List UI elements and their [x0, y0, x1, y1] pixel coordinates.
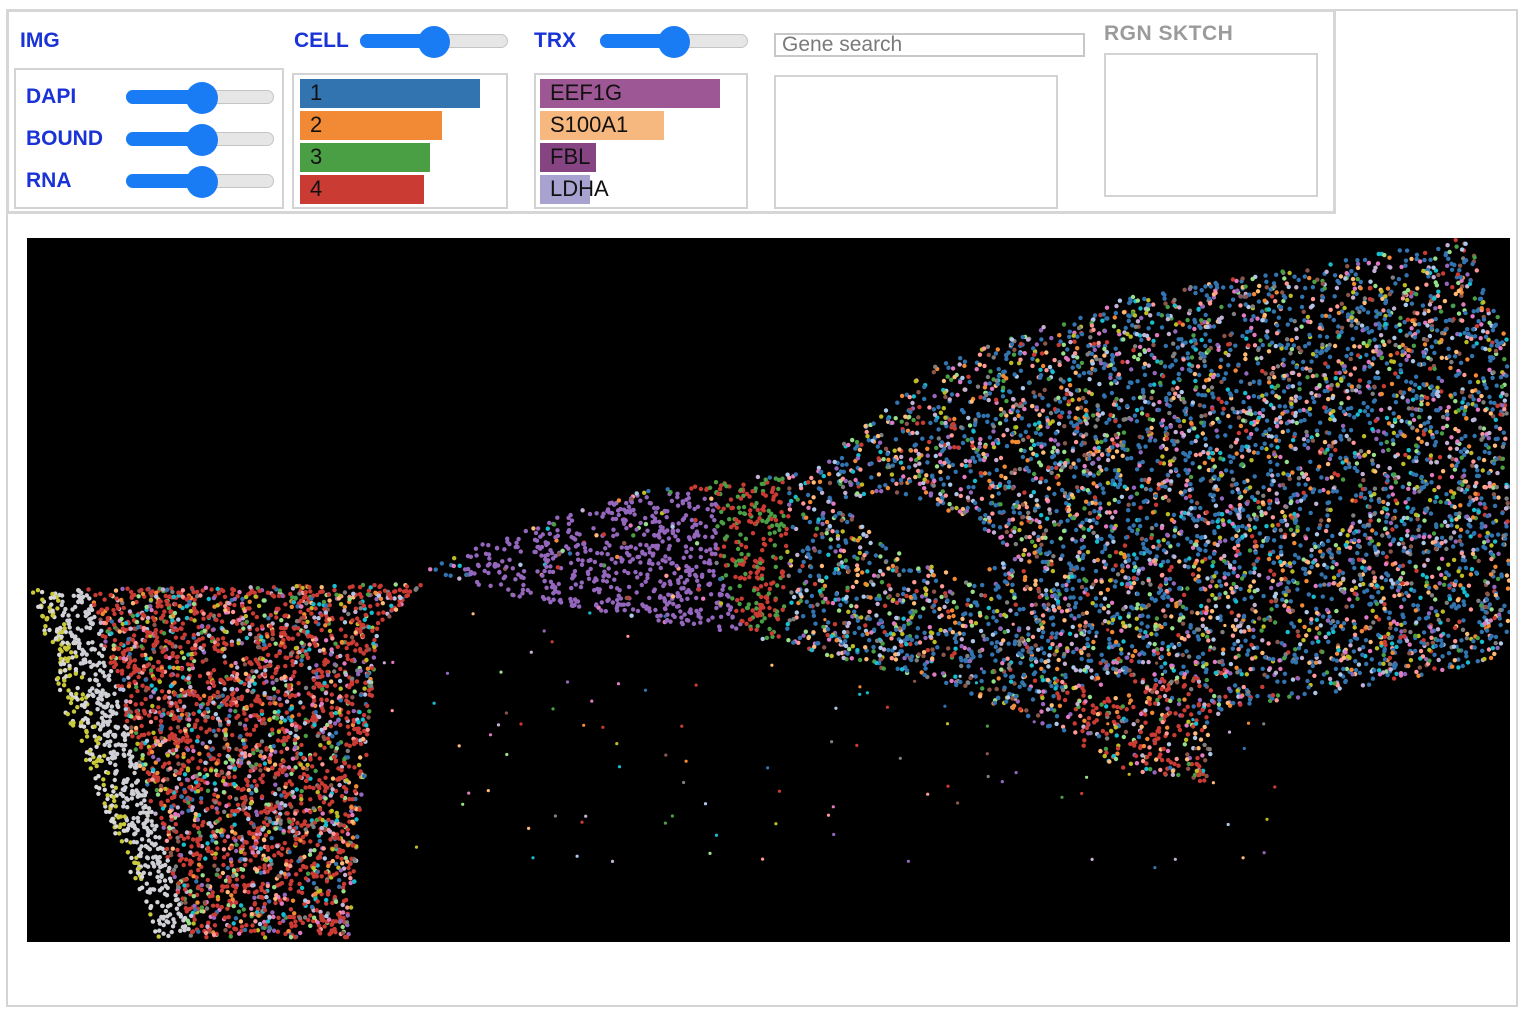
gene-bar-label: EEF1G [550, 80, 623, 105]
cell-opacity-slider[interactable] [360, 26, 508, 58]
rna-label: RNA [26, 169, 72, 192]
dapi-slider-knob[interactable] [186, 82, 219, 114]
gene-bar-label: FBL [550, 144, 591, 169]
region-sketch-canvas[interactable] [1104, 53, 1318, 197]
cluster-bar-1[interactable]: 1 [300, 79, 480, 108]
trx-header: TRX [534, 29, 576, 52]
cluster-bar-2[interactable]: 2 [300, 111, 442, 140]
img-header: IMG [20, 29, 60, 52]
cell-opacity-slider-fill [360, 34, 434, 48]
bound-slider[interactable] [126, 124, 274, 156]
bound-slider-knob[interactable] [186, 124, 219, 156]
rna-slider-fill [126, 174, 203, 188]
cluster-bar-4[interactable]: 4 [300, 175, 424, 204]
cluster-bar-label: 4 [310, 176, 323, 201]
gene-search-input[interactable] [774, 33, 1085, 57]
gene-bar-label: LDHA [550, 176, 609, 201]
cell-header: CELL [294, 29, 349, 52]
rna-slider-knob[interactable] [186, 166, 219, 198]
trx-opacity-slider-knob[interactable] [657, 26, 690, 58]
bound-slider-fill [126, 132, 203, 146]
dapi-slider[interactable] [126, 82, 274, 114]
gene-bar-fbl[interactable]: FBL [540, 143, 596, 172]
cluster-bar-label: 3 [310, 144, 323, 169]
trx-opacity-slider[interactable] [600, 26, 748, 58]
rna-slider[interactable] [126, 166, 274, 198]
gene-bar-label: S100A1 [550, 112, 629, 137]
rgn-sktch-header: RGN SKTCH [1104, 22, 1234, 45]
cell-opacity-slider-knob[interactable] [417, 26, 450, 58]
bound-label: BOUND [26, 127, 103, 150]
cluster-bar-label: 2 [310, 112, 323, 137]
dapi-slider-fill [126, 90, 203, 104]
gene-bar-eef1g[interactable]: EEF1G [540, 79, 720, 108]
gene-bar-s100a1[interactable]: S100A1 [540, 111, 664, 140]
gene-results-box [774, 75, 1058, 209]
spatial-viewer[interactable] [27, 238, 1510, 942]
cluster-bar-label: 1 [310, 80, 323, 105]
cluster-bar-3[interactable]: 3 [300, 143, 430, 172]
gene-bar-ldha[interactable]: LDHA [540, 175, 609, 204]
cell-dots [30, 238, 1510, 940]
dapi-label: DAPI [26, 85, 77, 108]
trx-opacity-slider-fill [600, 34, 674, 48]
tissue-scatter[interactable] [27, 238, 1510, 942]
